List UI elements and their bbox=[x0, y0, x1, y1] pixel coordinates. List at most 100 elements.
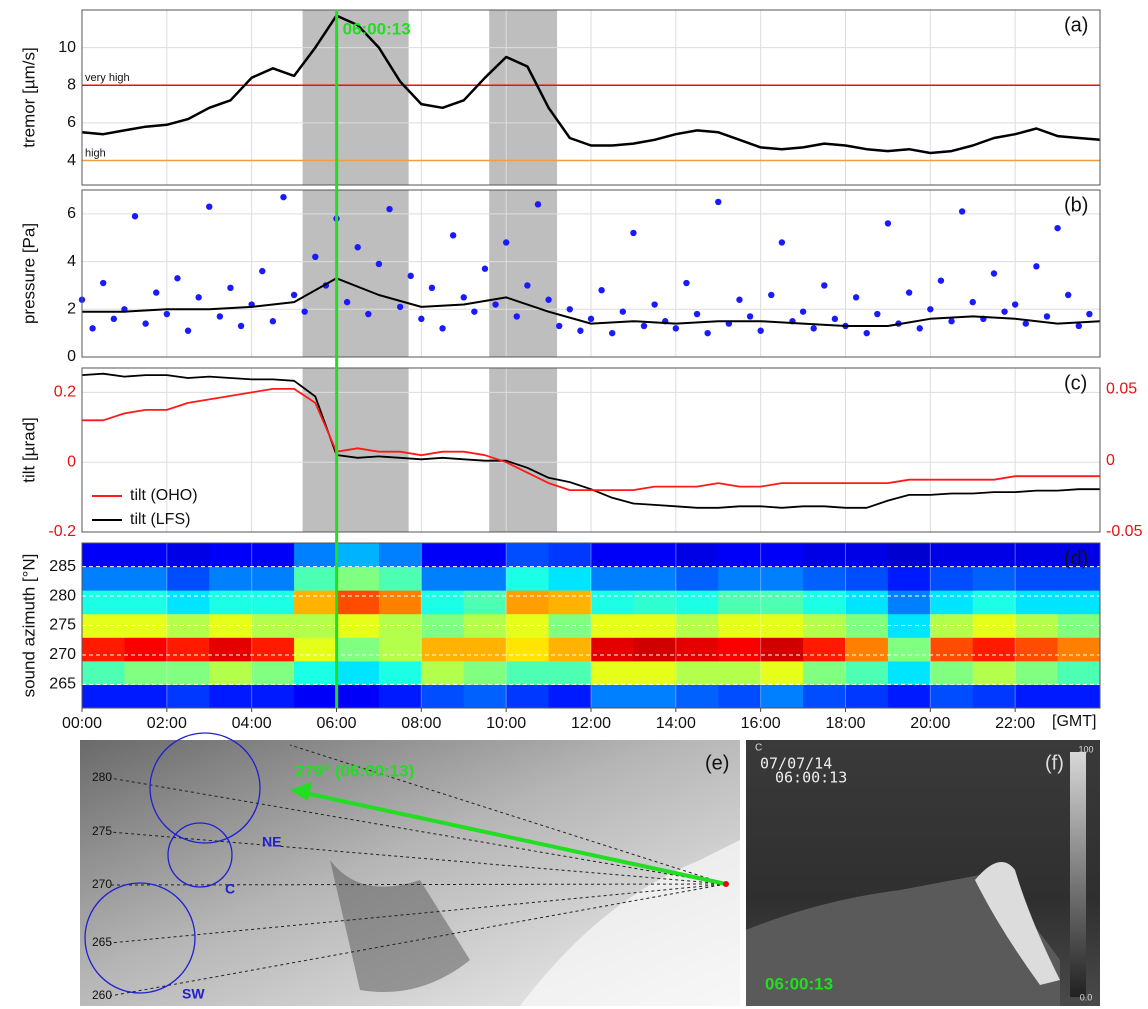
data-point bbox=[588, 316, 594, 322]
data-point bbox=[535, 201, 541, 207]
heat-cell bbox=[930, 684, 973, 708]
heat-cell bbox=[846, 637, 889, 661]
y-tick-label: 280 bbox=[49, 587, 76, 604]
heat-cell bbox=[506, 590, 549, 614]
x-tick-label: 00:00 bbox=[62, 715, 102, 732]
heat-cell bbox=[761, 590, 804, 614]
heat-cell bbox=[209, 567, 252, 591]
heat-cell bbox=[506, 567, 549, 591]
data-point bbox=[620, 308, 626, 314]
heat-cell bbox=[973, 684, 1016, 708]
heat-cell bbox=[506, 637, 549, 661]
data-point bbox=[111, 316, 117, 322]
data-point bbox=[142, 320, 148, 326]
panel-label: (d) bbox=[1064, 547, 1088, 569]
panel-label: (a) bbox=[1064, 14, 1088, 36]
heat-cell bbox=[464, 637, 507, 661]
y2-tick-label: -0.05 bbox=[1106, 523, 1143, 540]
heat-cell bbox=[888, 567, 931, 591]
color-scale bbox=[1070, 752, 1086, 997]
heat-cell bbox=[846, 590, 889, 614]
heat-cell bbox=[379, 543, 422, 567]
data-point bbox=[641, 323, 647, 329]
event-shading bbox=[303, 190, 409, 357]
data-point bbox=[545, 297, 551, 303]
heat-cell bbox=[1058, 567, 1101, 591]
y-tick-label: 8 bbox=[67, 76, 76, 93]
data-point bbox=[492, 301, 498, 307]
heat-cell bbox=[294, 637, 337, 661]
heat-cell bbox=[379, 684, 422, 708]
heat-cell bbox=[930, 590, 973, 614]
heat-cell bbox=[718, 543, 761, 567]
heat-cell bbox=[421, 590, 464, 614]
heat-cell bbox=[549, 661, 592, 685]
data-point bbox=[1001, 308, 1007, 314]
data-point bbox=[461, 294, 467, 300]
heat-cell bbox=[803, 684, 846, 708]
data-point bbox=[1086, 311, 1092, 317]
heat-cell bbox=[421, 637, 464, 661]
y-tick-label: 265 bbox=[49, 676, 76, 693]
data-point bbox=[991, 270, 997, 276]
x-tick-label: 18:00 bbox=[825, 715, 865, 732]
y-axis-label: tremor [µm/s] bbox=[19, 47, 38, 147]
data-point bbox=[397, 304, 403, 310]
data-point bbox=[747, 313, 753, 319]
data-point bbox=[1044, 313, 1050, 319]
heat-cell bbox=[337, 637, 380, 661]
heat-cell bbox=[1015, 637, 1058, 661]
heat-cell bbox=[1015, 590, 1058, 614]
legend-label: tilt (OHO) bbox=[130, 487, 198, 504]
heat-cell bbox=[124, 543, 167, 567]
y-tick-label: 0 bbox=[67, 453, 76, 470]
heat-cell bbox=[718, 637, 761, 661]
x-tick-label: 14:00 bbox=[656, 715, 696, 732]
heat-cell bbox=[337, 590, 380, 614]
data-point bbox=[439, 325, 445, 331]
data-point bbox=[704, 330, 710, 336]
data-point bbox=[514, 313, 520, 319]
event-shading bbox=[489, 10, 557, 185]
event-label: 06:00:13 bbox=[343, 19, 411, 38]
data-point bbox=[821, 282, 827, 288]
data-point bbox=[238, 323, 244, 329]
heat-cell bbox=[591, 543, 634, 567]
heat-cell bbox=[506, 684, 549, 708]
data-point bbox=[853, 294, 859, 300]
data-point bbox=[970, 299, 976, 305]
camera-panel: C 07/07/14 06:00:13 100 0.0 06:00:13 (f) bbox=[746, 740, 1100, 1006]
vent-label: NE bbox=[262, 834, 281, 850]
y-tick-label: 0 bbox=[67, 348, 76, 365]
heat-cell bbox=[464, 684, 507, 708]
heat-cell bbox=[167, 684, 210, 708]
heat-cell bbox=[633, 614, 676, 638]
data-point bbox=[1023, 320, 1029, 326]
heat-cell bbox=[549, 684, 592, 708]
heat-cell bbox=[421, 684, 464, 708]
y-tick-label: 6 bbox=[67, 114, 76, 131]
heat-cell bbox=[252, 661, 295, 685]
data-point bbox=[651, 301, 657, 307]
heat-cell bbox=[209, 590, 252, 614]
heat-cell bbox=[167, 637, 210, 661]
heat-cell bbox=[973, 590, 1016, 614]
heat-cell bbox=[761, 661, 804, 685]
heat-cell bbox=[209, 637, 252, 661]
heat-cell bbox=[252, 684, 295, 708]
heat-cell bbox=[676, 590, 719, 614]
data-point bbox=[482, 266, 488, 272]
heat-cell bbox=[930, 661, 973, 685]
data-point bbox=[301, 308, 307, 314]
heat-cell bbox=[803, 637, 846, 661]
data-point bbox=[917, 325, 923, 331]
heat-cell bbox=[1058, 661, 1101, 685]
data-point bbox=[450, 232, 456, 238]
heat-cell bbox=[167, 590, 210, 614]
data-point bbox=[185, 328, 191, 334]
data-point bbox=[503, 239, 509, 245]
heat-cell bbox=[1015, 661, 1058, 685]
heat-cell bbox=[888, 661, 931, 685]
heat-cell bbox=[337, 684, 380, 708]
heat-cell bbox=[167, 567, 210, 591]
